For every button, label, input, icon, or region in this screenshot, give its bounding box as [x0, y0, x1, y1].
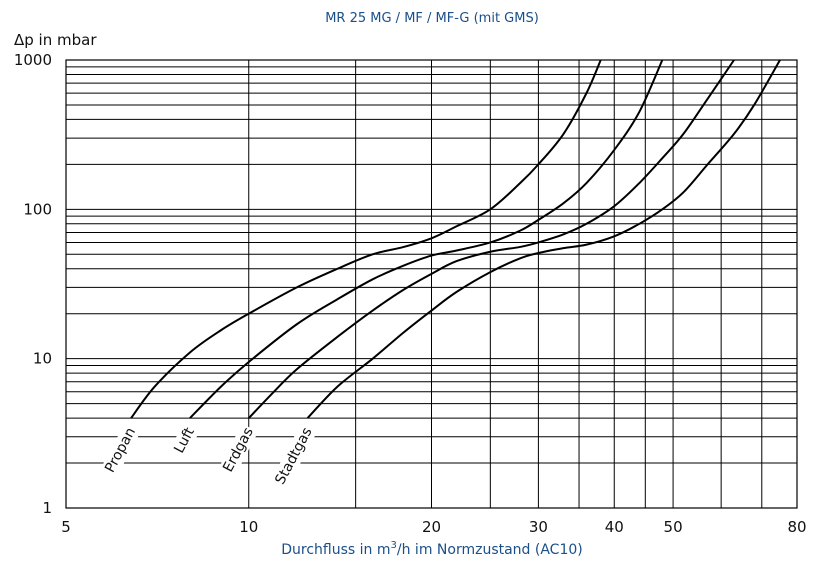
x-axis-label-superscript: 3: [391, 540, 397, 551]
curve-luft: [189, 59, 664, 419]
y-tick-label: 1000: [14, 51, 52, 69]
curve-stadtgas: [306, 59, 781, 419]
y-tick-label: 100: [23, 200, 52, 218]
y-tick-label: 1: [42, 499, 52, 517]
grid: [66, 60, 797, 508]
x-axis-label-before: Durchfluss in m: [281, 542, 390, 558]
curve-label-halo: [218, 423, 259, 477]
x-tick-label: 80: [787, 518, 806, 536]
x-tick-label: 50: [664, 518, 683, 536]
x-axis-label: Durchfluss in m3/h im Normzustand (AC10): [281, 540, 582, 558]
curve-erdgas: [248, 59, 735, 419]
x-tick-label: 5: [61, 518, 71, 536]
curves: [130, 59, 781, 419]
curve-labels: Propan Luft Erdgas Stadtgas: [100, 423, 317, 489]
y-tick-label: 10: [33, 350, 52, 368]
curve-label-halo: [100, 423, 141, 477]
x-tick-label: 40: [605, 518, 624, 536]
curve-label-halo: [270, 423, 317, 489]
plot-frame: [65, 59, 798, 509]
x-axis-label-after: /h im Normzustand (AC10): [397, 542, 583, 558]
curve-propan: [130, 59, 602, 419]
curve-label-halo: [169, 423, 200, 458]
x-tick-label: 20: [422, 518, 441, 536]
chart-title: MR 25 MG / MF / MF-G (mit GMS): [325, 11, 539, 26]
x-tick-label: 30: [529, 518, 548, 536]
y-axis-label: Δp in mbar: [14, 31, 97, 49]
curve-label-stadtgas: Stadtgas: [272, 425, 315, 487]
x-tick-label: 10: [239, 518, 258, 536]
